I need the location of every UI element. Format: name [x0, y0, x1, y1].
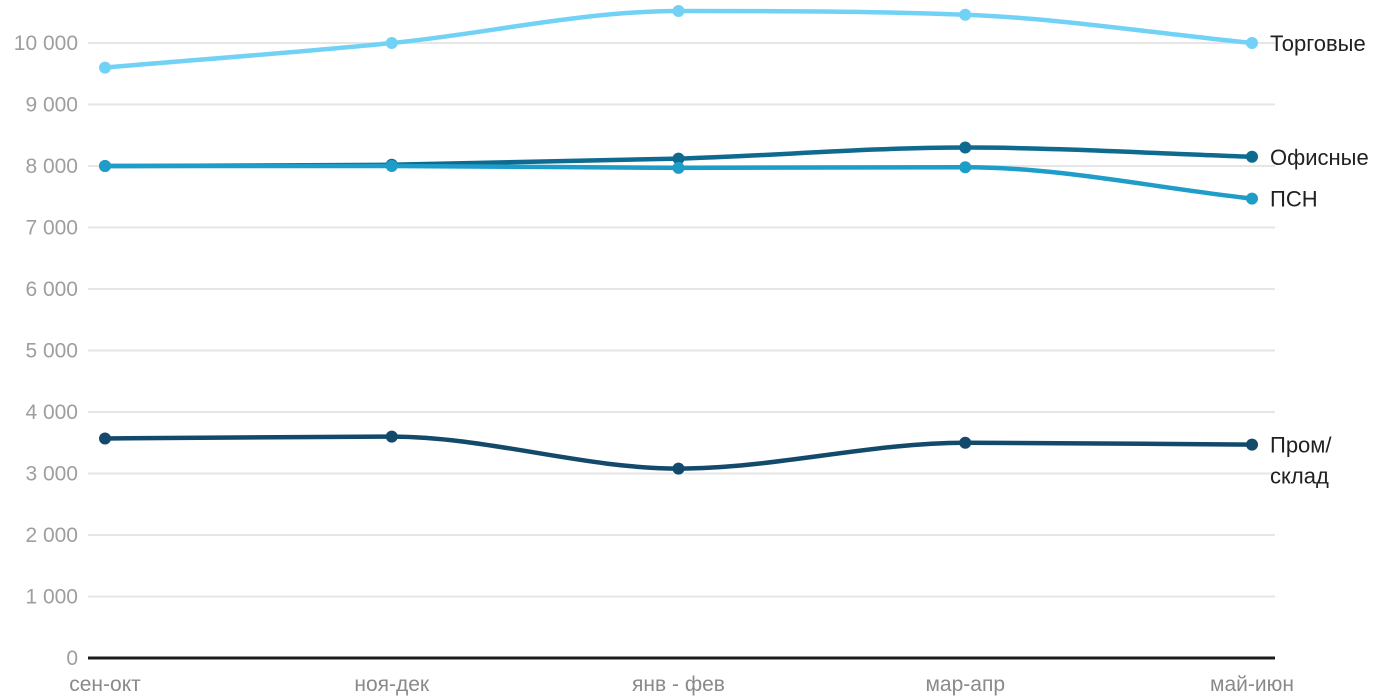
series-label-ofisnye: Офисные: [1270, 145, 1369, 170]
x-tick-label-4: май-июн: [1210, 673, 1294, 696]
data-point-ofisnye-3[interactable]: [959, 141, 972, 154]
x-tick-label-2: янв - фев: [632, 673, 725, 696]
data-point-prom-sklad-2[interactable]: [672, 462, 685, 475]
y-tick-label-2000: 2 000: [25, 524, 78, 547]
y-tick-label-5000: 5 000: [25, 340, 78, 363]
data-point-torgovye-1[interactable]: [385, 37, 398, 49]
data-point-ofisnye-4[interactable]: [1246, 150, 1258, 163]
y-tick-label-4000: 4 000: [25, 401, 78, 424]
y-tick-label-3000: 3 000: [25, 463, 78, 486]
series-label-prom-sklad: Пром/склад: [1270, 433, 1332, 489]
data-point-psn-4[interactable]: [1246, 192, 1258, 205]
series-line-torgovye: [102, 8, 1255, 70]
data-point-prom-sklad-4[interactable]: [1246, 438, 1258, 451]
y-tick-label-6000: 6 000: [25, 278, 78, 301]
y-tick-label-9000: 9 000: [25, 94, 78, 117]
series-label-torgovye: Торговые: [1270, 31, 1366, 56]
data-point-torgovye-2[interactable]: [672, 5, 685, 18]
data-point-prom-sklad-0[interactable]: [99, 432, 111, 445]
y-tick-label-1000: 1 000: [25, 586, 78, 609]
data-point-torgovye-3[interactable]: [959, 8, 972, 21]
y-tick-label-10000: 10 000: [14, 32, 78, 55]
data-point-ofisnye-2[interactable]: [672, 152, 685, 165]
x-tick-label-0: сен-окт: [69, 673, 141, 696]
data-point-psn-3[interactable]: [959, 161, 972, 174]
data-point-prom-sklad-1[interactable]: [385, 430, 398, 443]
data-point-psn-0[interactable]: [99, 160, 111, 172]
data-point-prom-sklad-3[interactable]: [959, 436, 972, 449]
y-tick-label-7000: 7 000: [25, 217, 78, 240]
y-tick-label-8000: 8 000: [25, 155, 78, 178]
y-tick-label-0: 0: [66, 647, 78, 670]
data-point-psn-2[interactable]: [672, 161, 685, 174]
x-tick-label-3: мар-апр: [925, 673, 1005, 696]
data-point-torgovye-0[interactable]: [99, 61, 111, 74]
data-point-psn-1[interactable]: [385, 160, 398, 172]
data-point-torgovye-4[interactable]: [1246, 37, 1258, 49]
x-tick-label-1: ноя-дек: [354, 673, 430, 696]
series-label-psn: ПСН: [1270, 187, 1318, 212]
